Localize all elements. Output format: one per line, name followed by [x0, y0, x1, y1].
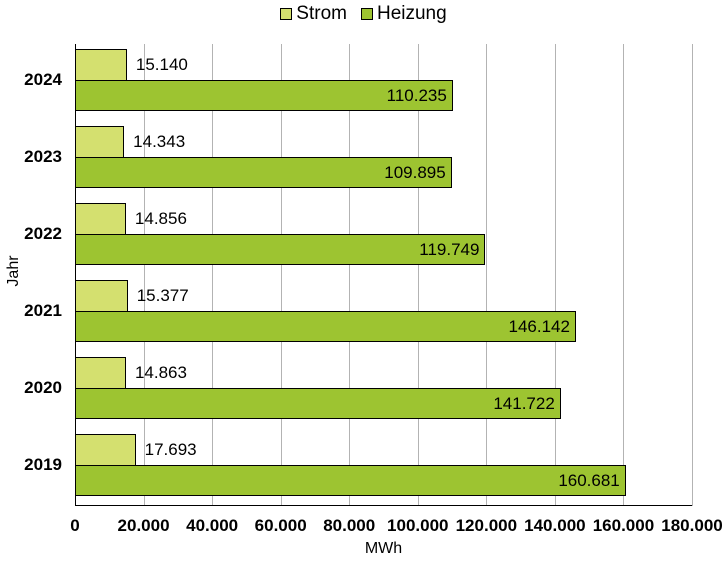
x-tick-label: 20.000	[117, 516, 170, 535]
data-label: 14.863	[134, 363, 187, 382]
bar-heizung-2020	[75, 388, 561, 419]
x-tick-label: 80.000	[323, 516, 376, 535]
data-label: 110.235	[386, 86, 447, 105]
y-tick-label: 2024	[24, 70, 62, 89]
bar-heizung-2024	[75, 80, 453, 111]
gridline	[281, 44, 282, 506]
gridline	[144, 44, 145, 506]
axis-left	[75, 44, 76, 506]
bar-strom-2024	[75, 49, 127, 81]
data-label: 17.693	[144, 440, 197, 459]
x-tick-label: 180.000	[661, 516, 723, 535]
data-label: 15.377	[136, 286, 189, 305]
y-axis-title: Jahr	[5, 255, 22, 287]
y-tick-label: 2019	[24, 455, 62, 474]
gridline	[555, 44, 556, 506]
y-tick-label: 2022	[24, 224, 62, 243]
data-label: 119.749	[419, 240, 480, 259]
legend-item-heizung: Heizung	[360, 3, 447, 25]
x-tick-label: 100.000	[387, 516, 449, 535]
x-axis-title: MWh	[364, 540, 403, 557]
gridline	[623, 44, 624, 506]
y-tick-label: 2023	[24, 147, 62, 166]
axis-bottom	[75, 505, 692, 506]
legend-item-strom: Strom	[280, 3, 347, 25]
gridline	[349, 44, 350, 506]
bar-heizung-2021	[75, 311, 576, 342]
x-tick-label: 140.000	[524, 516, 586, 535]
bar-strom-2021	[75, 280, 128, 312]
y-tick-label: 2020	[24, 378, 62, 397]
x-tick-label: 60.000	[254, 516, 307, 535]
gridline	[692, 44, 693, 506]
bar-strom-2022	[75, 203, 126, 235]
bar-strom-2023	[75, 126, 125, 158]
gridline	[212, 44, 213, 506]
data-label: 160.681	[558, 471, 620, 490]
data-label: 14.856	[134, 209, 187, 228]
legend-label-heizung: Heizung	[376, 3, 447, 24]
gridline	[486, 44, 487, 506]
x-tick-label: 40.000	[186, 516, 239, 535]
x-tick-label: 160.000	[592, 516, 655, 535]
data-label: 14.343	[133, 132, 186, 151]
bar-strom-2019	[75, 434, 136, 466]
data-label: 109.895	[384, 163, 446, 182]
data-label: 15.140	[135, 55, 188, 74]
legend-swatch-strom	[280, 8, 293, 20]
x-tick-label: 0	[70, 516, 80, 535]
bar-heizung-2023	[75, 157, 452, 188]
y-tick-label: 2021	[24, 301, 62, 320]
legend-swatch-heizung	[360, 8, 373, 20]
chart-legend: Strom Heizung	[0, 2, 727, 26]
bar-heizung-2022	[75, 234, 486, 265]
data-label: 141.722	[493, 394, 555, 413]
plot-area: 15.140 110.235 14.343 109.895 14.856 119.749 1…	[75, 44, 693, 506]
x-tick-label: 120.000	[455, 516, 518, 535]
data-label: 146.142	[508, 317, 570, 336]
gridline	[418, 44, 419, 506]
bar-strom-2020	[75, 357, 126, 389]
bar-heizung-2019	[75, 465, 626, 496]
legend-label-strom: Strom	[296, 3, 347, 24]
